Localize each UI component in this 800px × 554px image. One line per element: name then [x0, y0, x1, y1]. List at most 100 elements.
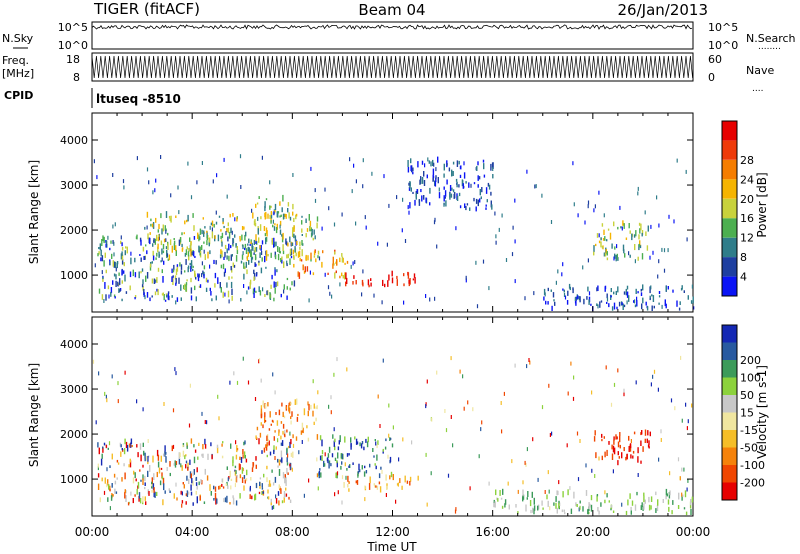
power-range-cell [264, 206, 266, 212]
power-range-cell [605, 249, 607, 254]
velocity-range-cell [640, 440, 642, 446]
power-range-cell [434, 296, 436, 301]
power-range-cell [577, 213, 579, 218]
power-range-cell [204, 254, 206, 260]
power-range-cell [260, 216, 262, 220]
velocity-range-cell [288, 496, 290, 500]
power-range-cell [616, 306, 618, 310]
velocity-range-cell [376, 454, 378, 461]
velocity-range-cell [328, 404, 330, 409]
power-range-cell [301, 220, 303, 225]
power-range-cell [168, 254, 171, 261]
power-range-cell [300, 259, 303, 262]
power-range-cell [301, 249, 303, 257]
power-range-cell [261, 155, 263, 160]
velocity-range-cell [526, 447, 528, 452]
power-range-cell [416, 189, 418, 193]
power-range-cell [280, 214, 282, 217]
power-range-cell [501, 213, 503, 218]
velocity-range-cell [567, 391, 569, 396]
power-range-cell [308, 298, 310, 303]
velocity-range-cell [598, 456, 600, 461]
velocity-range-cell [327, 453, 330, 458]
velocity-range-cell [623, 392, 625, 397]
power-range-cell [498, 227, 500, 232]
velocity-range-cell [462, 374, 464, 379]
power-range-cell [283, 261, 285, 268]
velocity-range-cell [406, 480, 409, 484]
velocity-range-cell [260, 408, 263, 412]
velocity-range-cell [628, 446, 630, 452]
velocity-range-cell [239, 474, 242, 479]
power-range-cell [314, 198, 317, 203]
power-range-cell [651, 294, 653, 297]
power-range-cell [602, 238, 605, 241]
velocity-range-cell [242, 454, 244, 459]
velocity-range-cell [335, 472, 337, 478]
power-range-cell [351, 189, 353, 194]
velocity-range-cell [648, 440, 650, 446]
power-range-cell [186, 279, 188, 282]
velocity-range-cell [343, 482, 345, 488]
power-range-cell [130, 251, 132, 256]
power-range-cell [614, 246, 616, 250]
power-ylabel: Slant Range [km] [27, 160, 41, 264]
velocity-range-cell [615, 434, 617, 440]
power-range-cell [154, 238, 156, 245]
power-range-cell [112, 240, 114, 244]
velocity-range-cell [106, 483, 108, 488]
velocity-range-cell [547, 470, 549, 475]
velocity-range-cell [234, 483, 236, 488]
power-range-cell [195, 276, 197, 280]
velocity-range-cell [431, 417, 433, 422]
power-range-cell [279, 224, 281, 229]
power-range-cell [249, 282, 251, 289]
velocity-range-cell [234, 465, 237, 469]
power-range-cell [279, 251, 281, 254]
velocity-range-cell [229, 470, 231, 478]
velocity-range-cell [102, 446, 104, 449]
velocity-range-cell [313, 403, 315, 409]
power-range-cell [191, 251, 193, 256]
power-range-cell [438, 187, 440, 192]
power-range-cell [322, 250, 324, 254]
velocity-range-cell [189, 459, 191, 465]
velocity-range-cell [107, 497, 109, 502]
velocity-range-cell [280, 442, 283, 446]
velocity-range-cell [193, 469, 195, 475]
velocity-range-cell [537, 477, 539, 482]
velocity-range-cell [488, 481, 490, 486]
power-range-cell [171, 276, 173, 282]
power-range-cell [433, 162, 435, 167]
power-range-cell [279, 215, 281, 218]
power-range-cell [121, 251, 123, 256]
velocity-range-cell [363, 471, 366, 477]
power-range-cell [255, 263, 257, 267]
power-range-cell [302, 243, 304, 246]
power-range-cell [258, 196, 260, 199]
power-range-cell [464, 203, 466, 208]
power-range-cell [176, 266, 179, 272]
power-range-cell [231, 295, 233, 301]
power-range-cell [134, 295, 137, 299]
velocity-range-cell [218, 416, 220, 421]
velocity-range-cell [172, 408, 175, 413]
power-range-cell [313, 229, 315, 235]
velocity-range-cell [690, 498, 692, 506]
power-range-cell [157, 243, 159, 249]
velocity-range-cell [227, 477, 229, 482]
power-range-cell [291, 242, 294, 246]
velocity-range-cell [236, 448, 239, 451]
velocity-range-cell [160, 467, 163, 470]
velocity-range-cell [389, 456, 392, 463]
velocity-range-cell [245, 478, 248, 482]
power-range-cell [664, 299, 666, 307]
power-range-cell [149, 297, 151, 302]
velocity-range-cell [283, 491, 286, 498]
power-range-cell [435, 177, 437, 182]
velocity-range-cell [186, 442, 188, 445]
power-range-cell [255, 247, 258, 252]
velocity-range-cell [241, 477, 244, 483]
velocity-range-cell [285, 476, 287, 481]
